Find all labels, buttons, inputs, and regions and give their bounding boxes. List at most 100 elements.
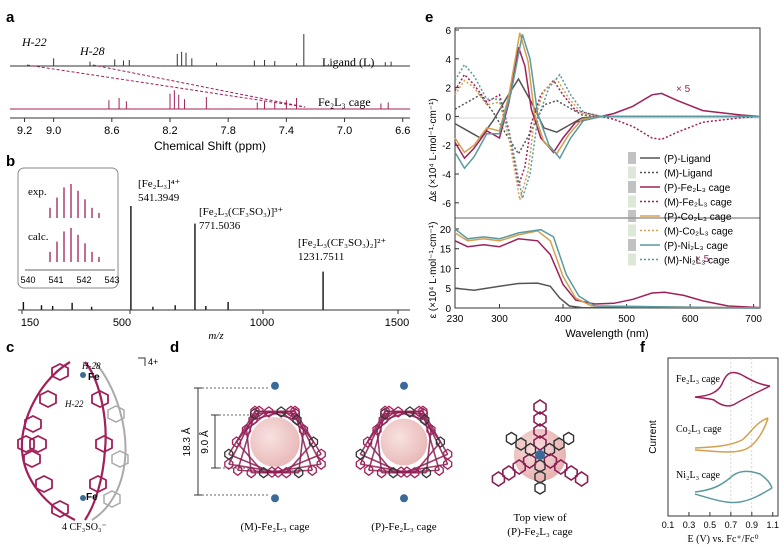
uv-x-title: Wavelength (nm) [565,328,648,340]
charge-bracket [138,357,146,366]
aromatic-ring [533,411,547,427]
aromatic-ring [505,431,518,446]
cd-series-line [454,93,760,156]
cd-y-ticks: 6 4 2 0 -2 -4 -6 [442,26,459,210]
cv-label-co: Co₂L₃ cage [676,424,722,435]
uv-y-title: ε (×10⁴ L·mol⁻¹·cm⁻¹) [428,222,439,319]
aromatic-ring [276,406,286,418]
cv-tick-label: 1.1 [767,520,780,530]
cd-y-tick-label: -2 [442,141,451,152]
fe-atom [271,381,279,390]
aromatic-ring [286,405,296,418]
aromatic-ring [294,466,304,479]
caption-top-view-p: (P)-Fe₂L₃ cage [507,526,573,538]
aromatic-ring [522,453,537,469]
aromatic-ring [553,437,565,451]
aromatic-ring [250,405,260,418]
vial-swatch [628,253,636,266]
fe-atom [400,381,408,390]
wavelength-tick-label: 700 [745,314,762,325]
inset-calc-label: calc. [28,231,49,243]
cd-spectra [454,32,761,201]
uv-y-ticks: 0 5 10 15 20 [440,217,760,315]
legend-label: (P)-Ligand [664,154,711,165]
aromatic-ring [491,471,506,487]
aromatic-ring [376,466,387,479]
uv-series-line [454,282,761,309]
cv-curve [694,417,769,453]
aromatic-ring [388,466,398,479]
aromatic-ring [534,470,546,484]
cd-scale-annotation: × 5 [676,84,691,95]
cv-curves [694,371,773,504]
aromatic-ring [553,459,568,475]
counterion-label: 4 CF₃SO₃⁻ [62,522,107,533]
aromatic-ring [533,399,547,415]
fe-atom [535,450,545,460]
aromatic-ring [362,436,373,448]
panel-d: d 18.3 Å 9.0 Å (M)-Fe₂L₃ cage (P)-Fe₂L₃ … [170,339,589,538]
ms-tick-label: 150 [21,317,39,329]
aromatic-ring [308,436,319,448]
cd-y-tick-label: -6 [442,199,451,210]
legend-label: (M)-Co₂L₃ cage [664,227,734,238]
mass-spectrum [22,206,324,310]
top-view-model [491,399,589,495]
fe-atom [271,494,279,503]
aromatic-ring [421,466,432,479]
aromatic-ring [258,466,269,479]
h22-label: H-22 [21,35,47,49]
cage-bond [228,410,256,455]
inset-tick: 541 [48,275,63,285]
caption-p-cage: (P)-Fe₂L₃ cage [371,521,437,533]
wavelength-tick-label: 400 [555,314,572,325]
vial-swatch [628,152,636,164]
aromatic-ring [307,464,317,477]
wavelength-tick-label: 600 [682,314,699,325]
aromatic-ring [233,464,243,477]
cv-tick-label: 0.1 [662,520,675,530]
panel-a-letter: a [6,9,15,26]
aromatic-ring [443,448,453,461]
panel-b: b exp. calc. 540 541 542 543 [Fe₂L₃]⁴⁺ 5… [6,153,410,342]
peak-label-3plus: [Fe₂L₃(CF₃SO₃)]³⁺ [199,206,284,218]
cage-bond [359,410,386,455]
aromatic-ring [292,414,302,426]
cage-label: Fe₂L₃ cage [318,95,371,109]
aromatic-ring [380,405,390,418]
aromatic-ring [224,448,234,461]
caption-top-view: Top view of [514,512,567,524]
vial-swatch [628,195,636,208]
vial-swatch [628,166,636,179]
c-h22-label: H-22 [64,399,84,409]
cv-curve [694,470,773,504]
aromatic-ring [355,448,365,461]
cd-series-line [454,73,761,186]
c-h28-label: H-28 [81,361,101,371]
aromatic-ring [502,465,516,481]
legend-label: (M)-Fe₂L₃ cage [664,198,732,209]
p-cage-model [355,381,453,503]
nmr-tick-label: 9.0 [46,125,61,137]
cv-tick-label: 0.7 [725,520,738,530]
panel-d-letter: d [170,339,179,356]
aromatic-ring [393,406,403,418]
dimension-18: 18.3 Å [180,427,193,456]
nmr-ligand-spectrum [10,34,410,67]
cv-curve [694,371,771,407]
cv-x-ticks: 0.1 0.3 0.5 0.7 0.9 1.1 [662,512,779,530]
wavelength-tick-label: 230 [447,314,464,325]
cavity-sphere [380,418,428,466]
cd-series-line [454,77,760,139]
cv-tick-label: 0.5 [704,520,717,530]
uv-y-tick-label: 0 [445,304,451,315]
cv-label-fe: Fe₂L₃ cage [676,374,720,385]
aromatic-ring [534,481,546,495]
panel-c-letter: c [6,339,14,356]
cv-tick-label: 0.3 [683,520,696,530]
cd-series-line [454,77,760,201]
cd-y-title: Δε (×10⁴ L·mol⁻¹·cm⁻¹) [428,98,439,202]
inset-tick: 540 [20,275,35,285]
cage-bond [422,410,449,455]
